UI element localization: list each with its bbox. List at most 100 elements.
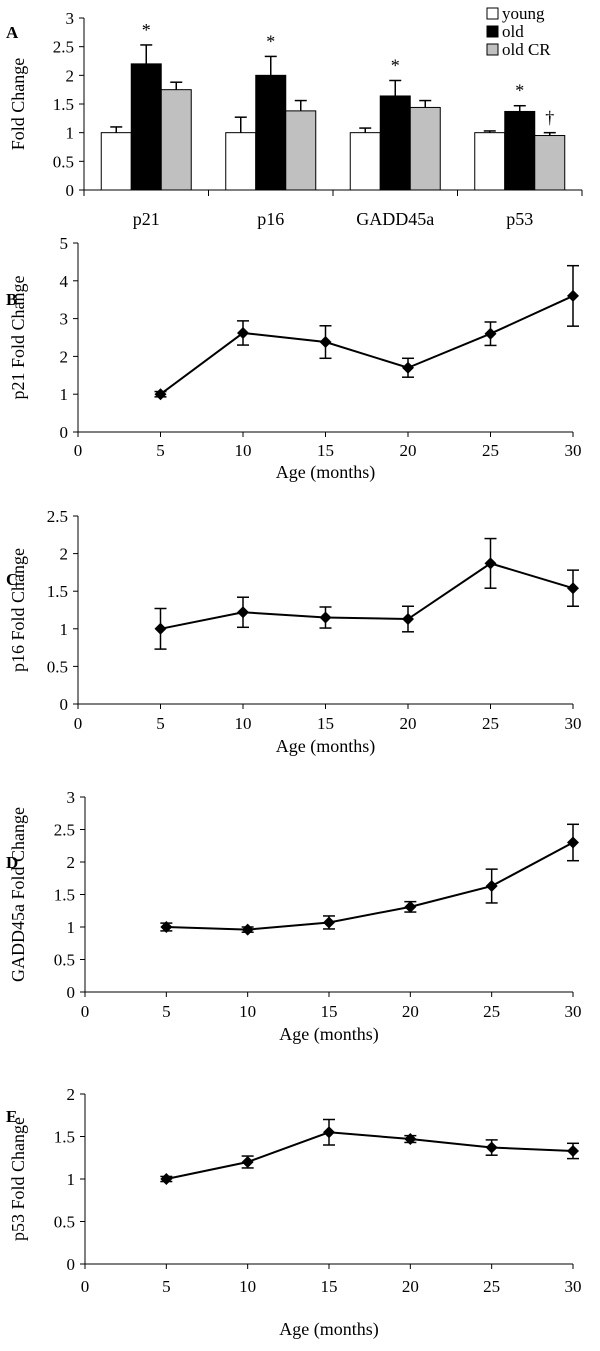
y-axis-title: Fold Change xyxy=(8,58,28,151)
bar-old-cr-p53 xyxy=(534,135,566,191)
x-tick-label: 25 xyxy=(482,714,499,733)
bar-old-p53 xyxy=(504,110,536,191)
data-point-marker xyxy=(567,836,579,849)
x-tick-label: 30 xyxy=(565,441,582,460)
category-label: p21 xyxy=(133,209,160,229)
data-point-marker xyxy=(402,613,414,626)
x-tick-label: 30 xyxy=(565,1002,582,1021)
y-axis-title: p21 Fold Change xyxy=(8,275,28,399)
series-line xyxy=(166,1131,574,1180)
data-point-marker xyxy=(323,916,335,929)
significance-marker: * xyxy=(391,55,400,75)
series-line xyxy=(160,562,574,630)
bar-young-p16 xyxy=(225,132,257,191)
x-axis-title: Age (months) xyxy=(279,1319,378,1340)
x-axis-title: Age (months) xyxy=(276,736,375,757)
bar-young-p53 xyxy=(474,132,506,191)
series-line xyxy=(166,841,574,931)
category-label: GADD45a xyxy=(356,209,434,229)
x-tick-label: 5 xyxy=(156,714,165,733)
y-tick-label: 2.5 xyxy=(47,507,68,526)
bar-young-gadd45a xyxy=(349,132,381,191)
x-tick-label: 0 xyxy=(74,441,83,460)
y-tick-label: 0.5 xyxy=(47,657,68,676)
bar-old-cr-p21 xyxy=(160,89,192,191)
data-point-marker xyxy=(319,611,332,624)
y-tick-label: 1.5 xyxy=(47,582,68,601)
y-tick-label: 3 xyxy=(66,9,75,28)
y-tick-label: 1 xyxy=(67,1170,76,1189)
x-tick-label: 15 xyxy=(321,1002,338,1021)
x-tick-label: 20 xyxy=(402,1002,419,1021)
data-point-marker xyxy=(319,336,332,349)
legend-swatch xyxy=(486,7,499,20)
data-point-marker xyxy=(404,900,417,913)
panel-letter: A xyxy=(6,23,19,42)
y-axis-title: p16 Fold Change xyxy=(8,548,28,672)
bar-old-cr-gadd45a xyxy=(409,106,441,191)
bar-young-p21 xyxy=(100,132,132,191)
data-point-marker xyxy=(567,582,579,595)
y-tick-label: 5 xyxy=(60,234,69,253)
y-tick-label: 2 xyxy=(60,545,69,564)
y-axis-title: p53 Fold Change xyxy=(8,1117,28,1241)
x-tick-label: 20 xyxy=(402,1277,419,1296)
data-point-marker xyxy=(485,1141,498,1154)
x-tick-label: 20 xyxy=(400,714,417,733)
data-point-marker xyxy=(237,606,249,619)
x-axis-title: Age (months) xyxy=(276,462,375,483)
x-tick-label: 10 xyxy=(235,441,252,460)
data-point-marker xyxy=(154,622,167,635)
y-tick-label: 2.5 xyxy=(53,38,74,57)
y-tick-label: 2.5 xyxy=(54,821,75,840)
x-tick-label: 0 xyxy=(81,1277,90,1296)
x-tick-label: 10 xyxy=(239,1002,256,1021)
x-tick-label: 25 xyxy=(483,1277,500,1296)
data-point-marker xyxy=(160,1173,173,1185)
y-tick-label: 2 xyxy=(67,853,76,872)
data-point-marker xyxy=(154,388,167,401)
data-point-marker xyxy=(160,921,173,933)
panel-a: A 0 0.5 1 1.5 2 2.5 3 p21 p16 GADD45a p53 * * * * † Fold … xyxy=(6,4,583,229)
y-tick-label: 0.5 xyxy=(54,951,75,970)
x-tick-label: 5 xyxy=(162,1002,171,1021)
significance-marker: * xyxy=(142,20,151,40)
x-tick-label: 5 xyxy=(162,1277,171,1296)
y-tick-label: 0 xyxy=(60,695,69,714)
legend-label: young xyxy=(502,4,545,23)
data-point-marker xyxy=(484,327,497,340)
significance-marker: * xyxy=(266,31,275,51)
panel-b: B 0 1 2 3 4 5 0 5 10 15 20 25 30 Age (months) p21 Fold … xyxy=(6,234,582,483)
data-point-marker xyxy=(323,1126,335,1139)
y-tick-label: 3 xyxy=(60,310,69,329)
data-point-marker xyxy=(567,289,579,302)
panel-c: C 0 0.5 1 1.5 2 2.5 0 5 10 15 20 25 30 Age (months) p16… xyxy=(6,507,582,757)
panel-letter: E xyxy=(6,1107,17,1126)
data-point-marker xyxy=(402,361,414,374)
y-tick-label: 1 xyxy=(60,385,69,404)
significance-marker: * xyxy=(515,81,524,101)
significance-marker: † xyxy=(545,108,554,128)
x-tick-label: 10 xyxy=(235,714,252,733)
y-tick-label: 0 xyxy=(67,1255,76,1274)
y-tick-label: 0.5 xyxy=(53,152,74,171)
x-tick-label: 15 xyxy=(317,441,334,460)
panel-letter: D xyxy=(6,853,18,872)
y-tick-label: 0.5 xyxy=(54,1213,75,1232)
data-point-marker xyxy=(485,880,498,893)
panel-letter: B xyxy=(6,290,17,309)
y-tick-label: 0 xyxy=(66,181,75,200)
x-tick-label: 30 xyxy=(565,1277,582,1296)
y-tick-label: 1.5 xyxy=(54,886,75,905)
legend-label: old CR xyxy=(502,40,551,59)
data-point-marker xyxy=(484,557,497,570)
y-tick-label: 3 xyxy=(67,788,76,807)
x-tick-label: 20 xyxy=(400,441,417,460)
y-tick-label: 1.5 xyxy=(54,1128,75,1147)
y-tick-label: 2 xyxy=(60,347,69,366)
bar-old-cr-p16 xyxy=(285,110,317,191)
x-tick-label: 0 xyxy=(74,714,83,733)
